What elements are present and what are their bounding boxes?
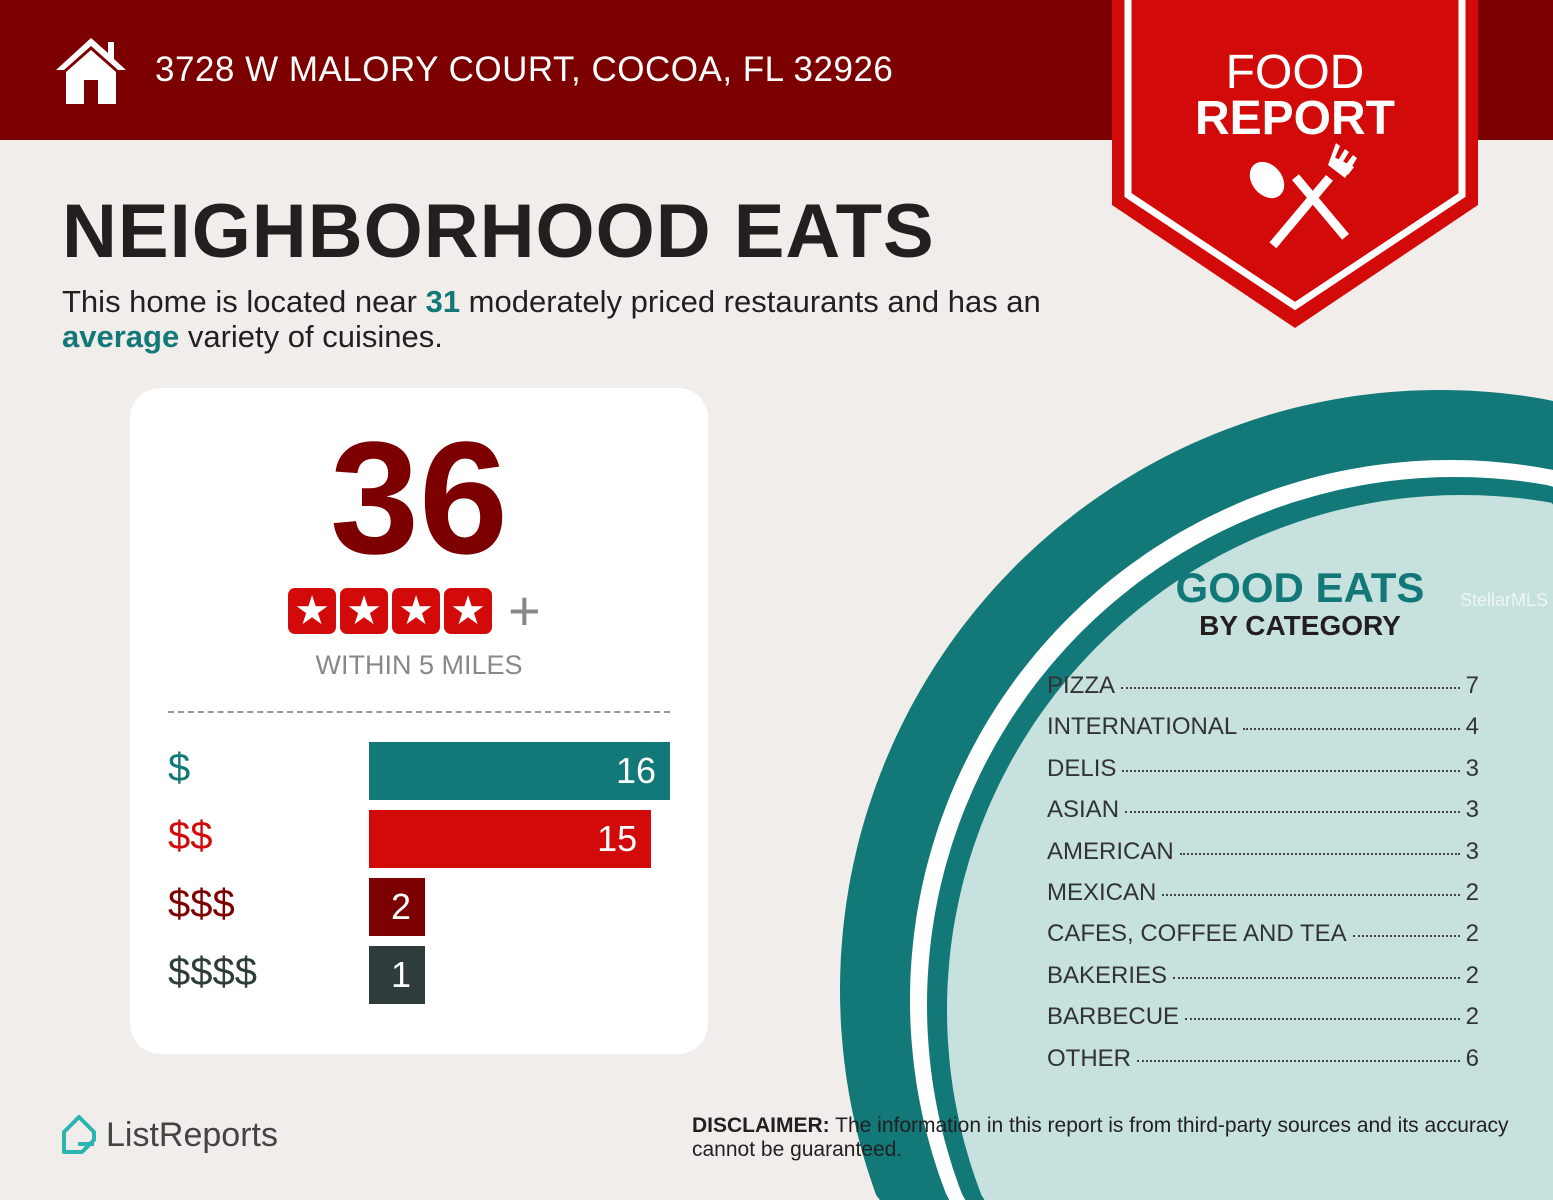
- category-count: 4: [1465, 713, 1479, 741]
- star-icon: ★: [340, 588, 388, 634]
- category-name: CAFES, COFFEE AND TEA: [1047, 920, 1347, 948]
- category-count: 3: [1465, 837, 1479, 865]
- category-name: INTERNATIONAL: [1047, 713, 1238, 741]
- category-name: AMERICAN: [1047, 837, 1174, 865]
- category-count: 6: [1465, 1044, 1479, 1072]
- category-item: CAFES, COFFEE AND TEA 2: [1047, 920, 1479, 961]
- category-name: OTHER: [1047, 1044, 1131, 1072]
- watermark: StellarMLS: [1460, 590, 1549, 610]
- distance-label: WITHIN 5 MILES: [315, 650, 523, 680]
- ribbon-line1: FOOD: [1225, 46, 1365, 99]
- category-count: 2: [1465, 920, 1479, 948]
- category-item: INTERNATIONAL 4: [1047, 713, 1479, 754]
- disclaimer-label: DISCLAIMER:: [692, 1114, 830, 1137]
- good-eats-subtitle: BY CATEGORY: [1199, 610, 1401, 641]
- price-tier-bar: 2: [369, 878, 425, 936]
- variety-level: average: [62, 319, 180, 354]
- category-item: AMERICAN 3: [1047, 838, 1479, 879]
- category-item: OTHER 6: [1047, 1045, 1479, 1086]
- circle-ring: [947, 495, 1553, 1200]
- food-report-ribbon: [1112, 0, 1478, 328]
- summary-text: This home is located near 31 moderately …: [62, 284, 1062, 354]
- price-tier-row: $16: [168, 742, 688, 800]
- category-item: BAKERIES 2: [1047, 962, 1479, 1003]
- category-item: MEXICAN 2: [1047, 879, 1479, 920]
- summary-part: This home is located near: [62, 284, 426, 319]
- restaurant-stats-card: 36 ★ ★ ★ ★ + WITHIN 5 MILES $16 $$ 15 $$$ 2 $$$$ 1: [130, 388, 708, 1054]
- category-name: DELIS: [1047, 754, 1117, 782]
- utensils-icon: [1249, 143, 1357, 249]
- price-tier-row: $$ 15: [168, 810, 688, 868]
- rating-stars: ★ ★ ★ ★ +: [288, 579, 541, 642]
- summary-part: variety of cuisines.: [179, 319, 443, 354]
- disclaimer-text: The information in this report is from t…: [692, 1114, 1509, 1161]
- ribbon-title: FOOD REPORT: [1112, 46, 1478, 145]
- leader-dots: [1121, 687, 1460, 689]
- listreports-logo-icon: [62, 1115, 96, 1154]
- price-tier-label: $$: [168, 814, 213, 858]
- category-count: 3: [1465, 796, 1479, 824]
- category-list: PIZZA 7 INTERNATIONAL 4 DELIS 3 ASIAN 3 AMERICAN…: [1047, 672, 1479, 1086]
- plus-icon: +: [508, 579, 541, 642]
- category-count: 3: [1465, 754, 1479, 782]
- price-tier-label: $: [168, 746, 191, 790]
- leader-dots: [1243, 728, 1460, 731]
- disclaimer: DISCLAIMER: The information in this repo…: [692, 1114, 1512, 1162]
- ribbon-line2: REPORT: [1194, 92, 1395, 145]
- price-tier-bar: 1: [369, 946, 425, 1004]
- good-eats-title: GOOD EATS: [1175, 564, 1425, 611]
- category-name: PIZZA: [1047, 672, 1116, 699]
- page-title: NEIGHBORHOOD EATS: [62, 189, 935, 274]
- leader-dots: [1352, 935, 1460, 938]
- leader-dots: [1179, 852, 1460, 855]
- category-item: ASIAN 3: [1047, 796, 1479, 837]
- restaurant-count: 31: [425, 284, 461, 319]
- category-count: 2: [1465, 1003, 1479, 1031]
- leader-dots: [1173, 976, 1460, 979]
- price-tier-label: $$$$: [168, 950, 257, 994]
- leader-dots: [1125, 811, 1460, 814]
- leader-dots: [1122, 769, 1460, 772]
- summary-part: moderately priced restaurants and has an: [460, 284, 1041, 319]
- price-tier-label: $$$: [168, 882, 235, 926]
- category-count: 7: [1465, 672, 1479, 699]
- listreports-logo: ListReports: [60, 1114, 278, 1156]
- price-tier-bar: 15: [369, 810, 652, 868]
- leader-dots: [1185, 1018, 1460, 1021]
- category-item: PIZZA 7: [1047, 672, 1479, 713]
- category-item: BARBECUE 2: [1047, 1003, 1479, 1044]
- category-name: BARBECUE: [1047, 1003, 1180, 1031]
- price-tier-row: $$$$ 1: [168, 946, 688, 1004]
- price-tier-row: $$$ 2: [168, 878, 688, 936]
- leader-dots: [1137, 1059, 1460, 1062]
- star-icon: ★: [444, 588, 492, 634]
- divider: [168, 711, 670, 713]
- logo-text: ListReports: [106, 1115, 278, 1154]
- star-icon: ★: [392, 588, 440, 634]
- property-address: 3728 W MALORY COURT, COCOA, FL 32926: [155, 50, 894, 89]
- category-name: MEXICAN: [1047, 878, 1157, 906]
- star-icon: ★: [288, 588, 336, 634]
- category-item: DELIS 3: [1047, 755, 1479, 796]
- category-count: 2: [1465, 878, 1479, 906]
- category-name: ASIAN: [1047, 796, 1120, 824]
- leader-dots: [1162, 893, 1460, 896]
- category-count: 2: [1465, 961, 1479, 989]
- price-tier-bar: 16: [369, 742, 670, 800]
- total-count: 36: [330, 408, 508, 587]
- good-eats-heading: GOOD EATS BY CATEGORY: [1100, 565, 1500, 641]
- home-icon: [56, 38, 126, 104]
- category-name: BAKERIES: [1047, 961, 1168, 989]
